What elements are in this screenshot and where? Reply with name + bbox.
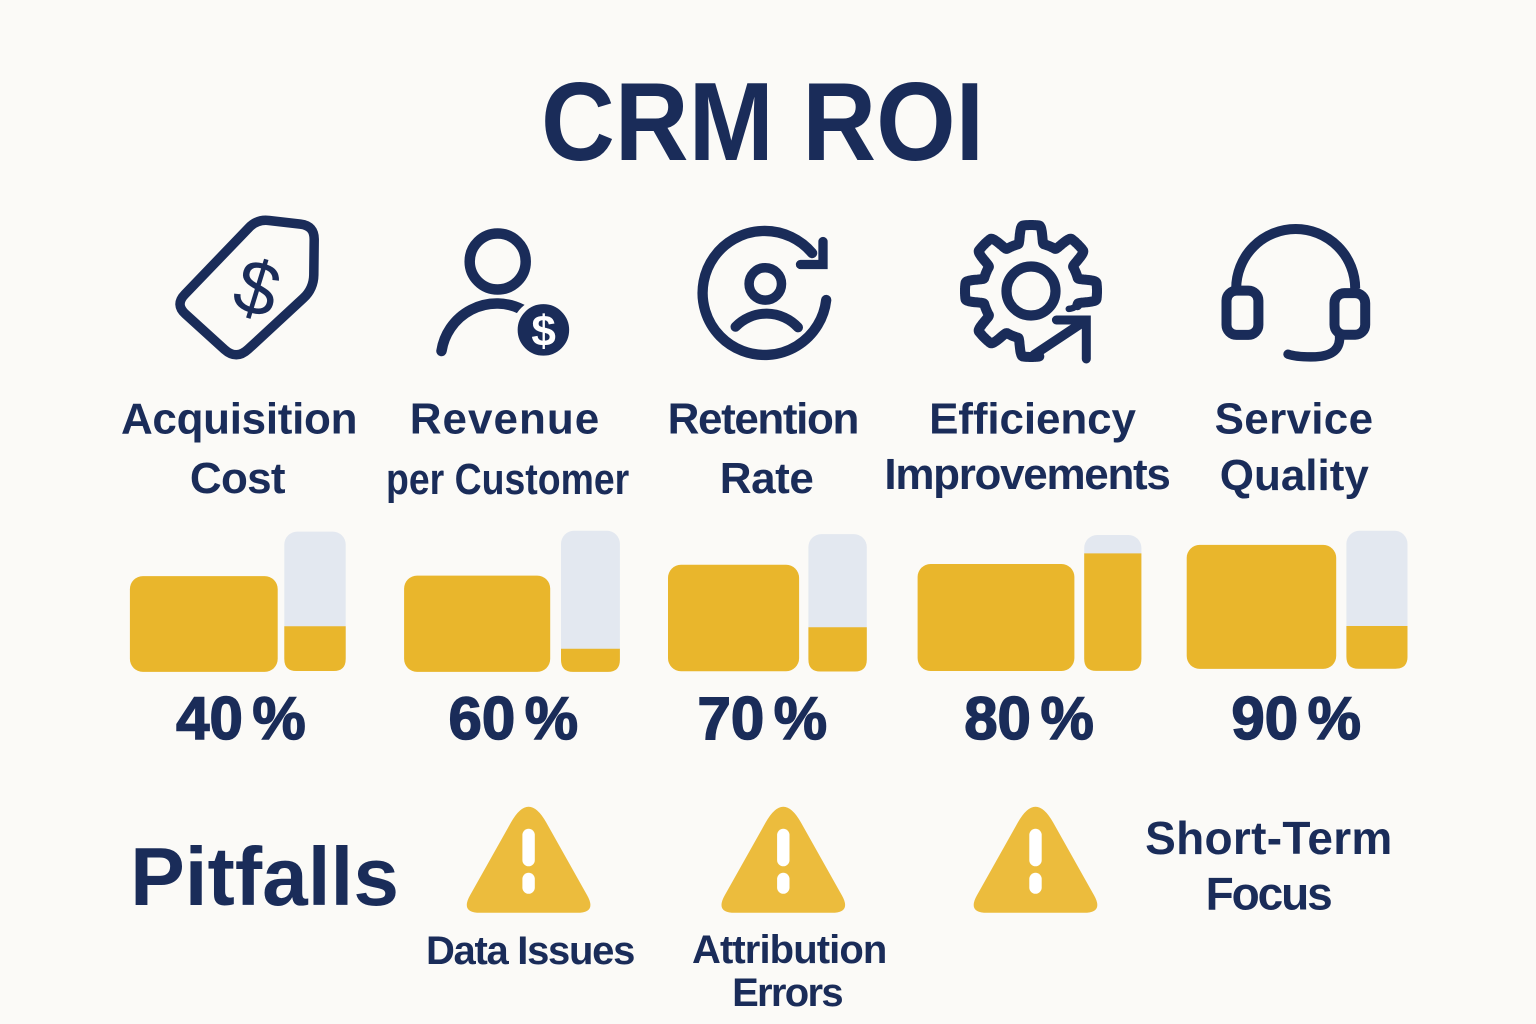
svg-text:Retention: Retention — [668, 394, 858, 443]
svg-text:Errors: Errors — [732, 971, 842, 1015]
svg-text:Revenue: Revenue — [410, 394, 600, 443]
svg-text:Short-Term: Short-Term — [1145, 812, 1393, 864]
svg-text:Improvements: Improvements — [884, 450, 1169, 499]
svg-text:40 %: 40 % — [176, 685, 306, 752]
svg-text:Quality: Quality — [1220, 451, 1370, 500]
svg-text:Attribution: Attribution — [692, 928, 886, 972]
svg-text:Pitfalls: Pitfalls — [130, 830, 399, 923]
svg-text:70 %: 70 % — [697, 685, 827, 752]
svg-text:80 %: 80 % — [964, 685, 1094, 752]
svg-text:Service: Service — [1215, 394, 1374, 443]
svg-text:$: $ — [531, 307, 555, 356]
svg-text:Data Issues: Data Issues — [426, 929, 634, 973]
svg-text:90 %: 90 % — [1231, 685, 1361, 752]
svg-text:Acquisition: Acquisition — [121, 394, 357, 443]
svg-text:60 %: 60 % — [448, 685, 578, 752]
svg-text:Focus: Focus — [1206, 867, 1331, 919]
svg-text:Rate: Rate — [720, 454, 814, 503]
svg-text:CRM ROI: CRM ROI — [541, 59, 984, 184]
svg-text:per Customer: per Customer — [386, 454, 629, 504]
svg-text:Cost: Cost — [190, 454, 286, 503]
svg-text:Efficiency: Efficiency — [929, 394, 1136, 443]
